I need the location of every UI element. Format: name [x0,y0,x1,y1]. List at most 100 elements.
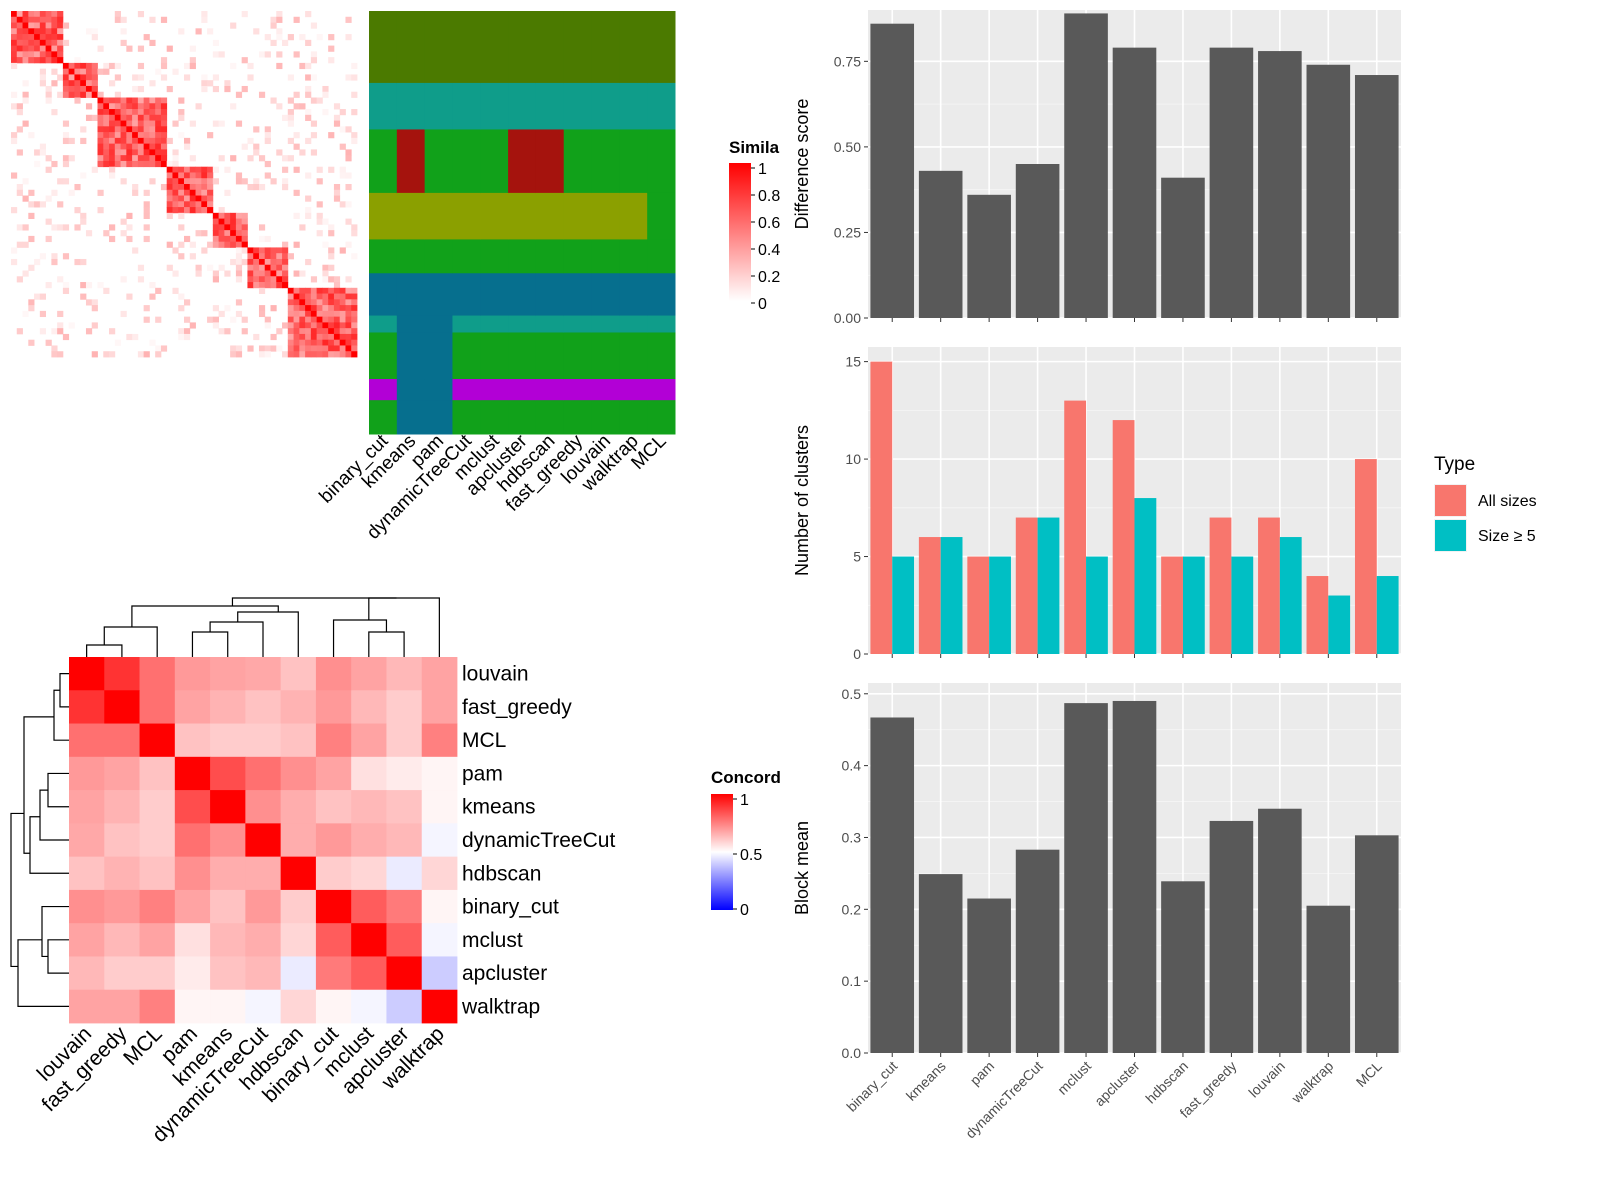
column-dendrogram-branch [368,631,405,657]
similarity-cell [258,282,266,289]
similarity-cell [333,333,341,341]
similarity-cell [345,276,352,283]
similarity-cell [264,322,271,329]
concordance-cell [139,756,176,791]
similarity-cell [74,91,81,98]
concordance-cell [245,956,282,991]
membership-cell [396,315,426,333]
similarity-cell [287,114,294,121]
similarity-cell [328,339,335,346]
bar-size-ge-5 [1086,556,1108,654]
similarity-cell [195,178,202,185]
similarity-cell [212,322,219,329]
similarity-cell [305,195,312,202]
similarity-cell [137,103,145,110]
concordance-cell [210,923,246,957]
similarity-cell [345,310,352,318]
concordance-cell [69,956,105,991]
concordance-cell [245,790,282,824]
y-tick-label: 0.4 [842,758,862,774]
similarity-cell [155,287,162,294]
similarity-cell [270,97,277,104]
concordance-cell [421,657,458,691]
similarity-cell [322,322,329,329]
similarity-cell [212,39,219,46]
similarity-cell [45,195,52,202]
similarity-cell [299,270,306,277]
similarity-cell [224,212,231,219]
membership-cell [369,11,398,84]
similarity-cell [114,114,121,121]
similarity-cell [74,57,81,64]
membership-cell [396,192,426,240]
similarity-cell [195,270,202,277]
concordance-cell [139,723,176,758]
similarity-cell [282,253,289,260]
similarity-cell [137,276,145,283]
y-tick-label: 0.3 [842,829,862,845]
membership-cell [480,129,509,194]
similarity-cell [143,114,150,121]
membership-cell [369,273,398,317]
similarity-cell [114,103,121,110]
similarity-cell [218,310,225,318]
concordance-cell [351,989,387,1024]
similarity-cell [114,91,121,98]
concordance-cell [351,723,387,758]
similarity-cell [22,45,29,52]
similarity-cell [287,322,294,329]
similarity-cell [57,34,64,41]
concordance-cell [245,723,282,758]
similarity-cell [201,16,208,23]
similarity-cell [126,114,133,121]
similarity-cell [189,189,196,196]
similarity-cell [62,178,70,185]
similarity-cell [80,80,87,87]
similarity-cell [316,351,323,358]
similarity-cell [11,91,18,98]
similarity-cell [258,91,266,98]
similarity-cell [109,160,116,168]
similarity-cell [178,178,185,185]
similarity-cell [166,137,173,145]
similarity-cell [155,351,162,358]
similarity-cell [224,224,231,231]
similarity-cell [224,85,231,93]
similarity-cell [45,339,52,346]
similarity-cell [282,258,289,266]
bar [1064,703,1108,1053]
similarity-cell [114,74,121,81]
similarity-cell [328,34,335,41]
similarity-cell [85,28,93,35]
membership-cell [535,239,565,274]
similarity-cell [120,276,127,283]
membership-cell [508,332,537,380]
similarity-cell [189,178,196,185]
similarity-cell [28,16,35,23]
similarity-cell [51,45,58,52]
similarity-cell [241,57,248,64]
similarity-cell [305,39,312,46]
similarity-cell [276,51,283,58]
concordance-row-label: kmeans [462,796,536,819]
similarity-cell [28,34,35,41]
similarity-cell [16,39,23,46]
similarity-cell [166,45,173,52]
concordance-cell [210,657,246,691]
similarity-cell [57,16,64,23]
similarity-cell [328,45,335,52]
concordance-cell [315,690,352,724]
similarity-cell [62,80,70,87]
concordance-row-label: louvain [462,663,529,686]
similarity-cell [137,62,145,70]
concordance-cell [69,856,105,891]
membership-cell [591,400,620,435]
similarity-cell [328,299,335,306]
similarity-cell [149,103,156,110]
similarity-cell [276,247,283,254]
similarity-cell [299,293,306,300]
similarity-cell [11,258,18,266]
similarity-cell [22,224,29,231]
similarity-cell [305,85,312,93]
similarity-cell [120,143,127,150]
